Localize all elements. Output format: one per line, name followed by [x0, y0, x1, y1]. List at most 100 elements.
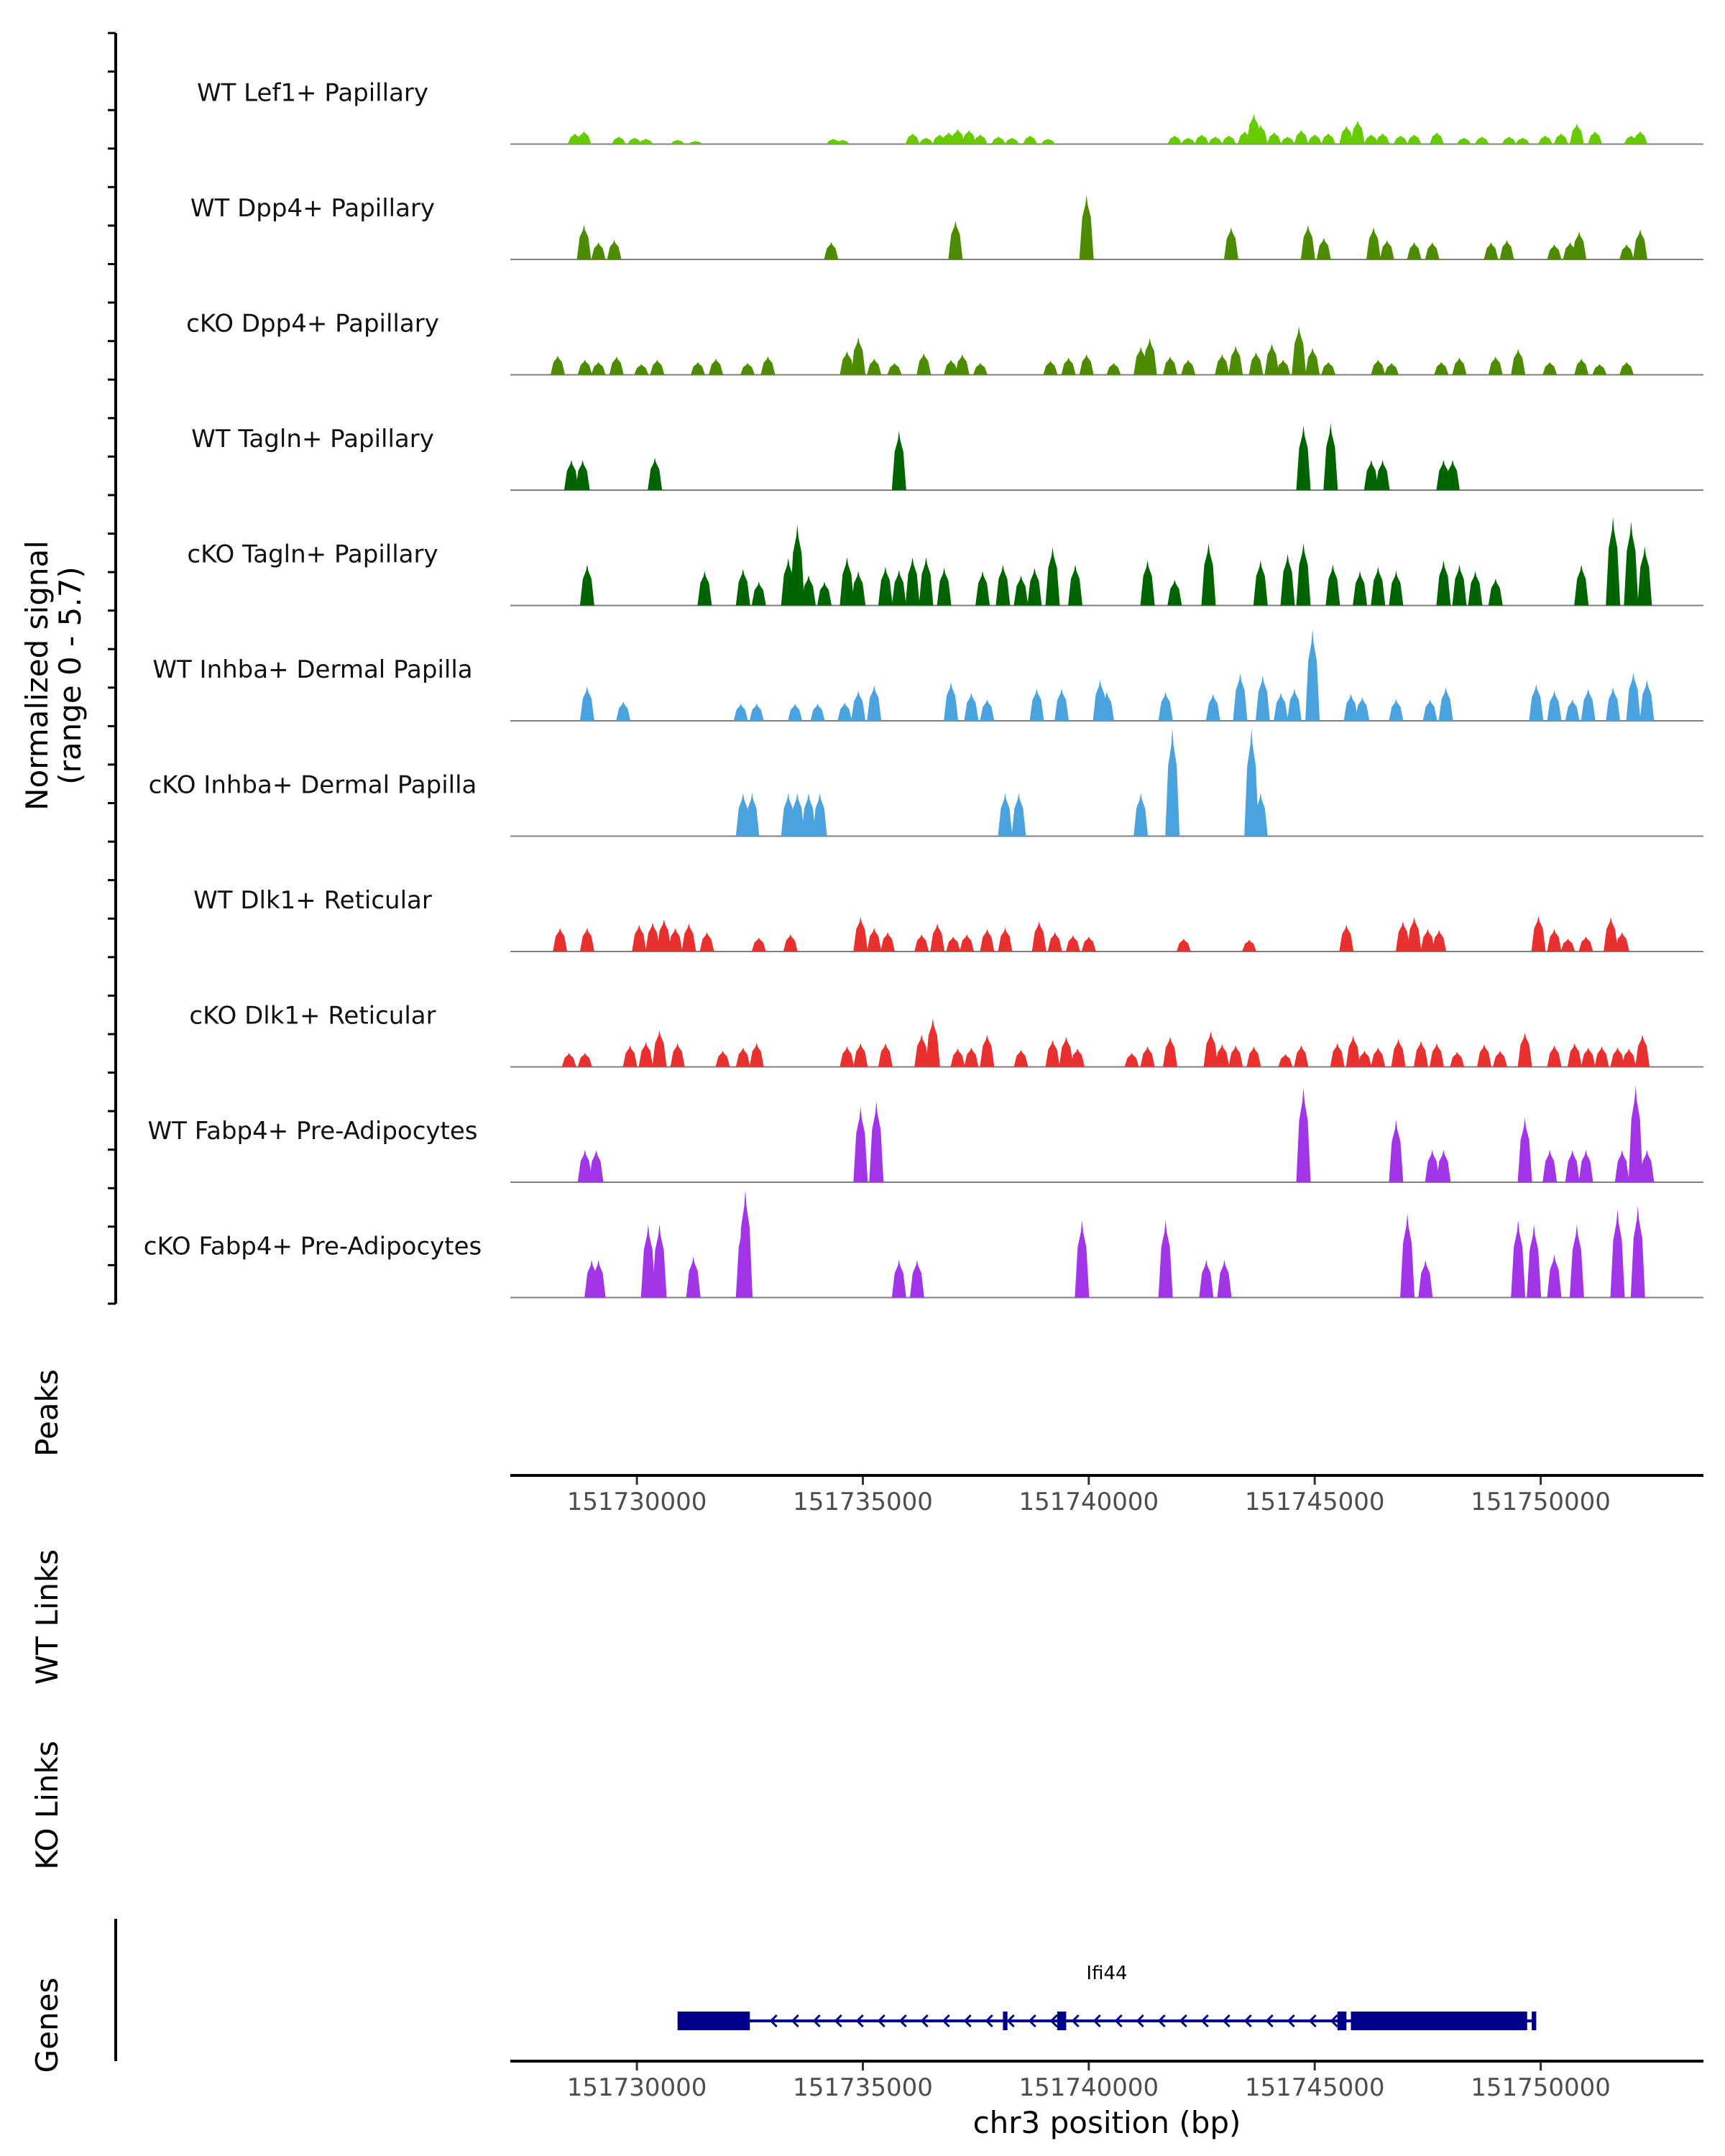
x-axis-tick-label: 151740000 — [1018, 1488, 1159, 1516]
coverage-peak — [1031, 921, 1046, 952]
coverage-peak — [1420, 929, 1435, 952]
coverage-peak — [1610, 1209, 1625, 1298]
coverage-peak — [1203, 1031, 1218, 1067]
strand-arrow — [877, 2014, 886, 2028]
coverage-peak — [788, 704, 803, 721]
coverage-peak — [840, 351, 855, 375]
coverage-peak — [1266, 132, 1282, 144]
coverage-peak — [652, 1030, 667, 1067]
coverage-peak — [1606, 687, 1621, 721]
coverage-peak — [577, 359, 592, 375]
coverage-peak — [1639, 680, 1655, 721]
coverage-peak — [1488, 579, 1503, 606]
x-axis-tick-label: 151745000 — [1245, 2073, 1385, 2102]
coverage-peak — [919, 137, 934, 144]
coverage-peak — [1079, 354, 1094, 375]
coverage-peak — [1436, 560, 1451, 606]
coverage-peak — [1163, 1036, 1177, 1067]
coverage-peak — [1343, 694, 1358, 721]
coverage-peak — [1515, 137, 1530, 144]
coverage-peak — [715, 1051, 730, 1067]
coverage-peak — [1626, 672, 1641, 721]
coverage-peak — [1391, 1038, 1406, 1067]
coverage-peak — [1165, 728, 1180, 837]
coverage-peak — [579, 564, 594, 606]
coverage-peak — [656, 919, 671, 952]
coverage-peak — [1547, 929, 1562, 952]
track-label: WT Lef1+ Papillary — [197, 79, 428, 108]
coverage-peak — [905, 557, 920, 606]
coverage-peak — [1637, 546, 1652, 606]
coverage-peak — [1430, 132, 1444, 144]
coverage-peak — [905, 133, 920, 144]
coverage-peak — [880, 932, 895, 952]
coverage-peak — [1375, 133, 1390, 144]
coverage-peak — [699, 932, 714, 952]
coverage-peak — [919, 557, 934, 606]
strand-arrow — [834, 2014, 842, 2028]
coverage-peak — [1572, 231, 1587, 259]
coverage-peak — [914, 1034, 929, 1067]
coverage-peak — [1280, 553, 1295, 606]
coverage-peak — [1065, 935, 1080, 952]
coverage-peak — [869, 1101, 884, 1182]
y-axis-title-line1: Normalized signal — [19, 540, 55, 811]
x-axis-tick-label: 151730000 — [567, 1488, 707, 1516]
strand-arrow — [1136, 2014, 1144, 2028]
coverage-peak — [1124, 1053, 1139, 1067]
coverage-peak — [709, 359, 724, 375]
strand-arrow — [1028, 2014, 1036, 2028]
coverage-peak — [632, 924, 647, 952]
coverage-peak — [1624, 521, 1639, 606]
coverage-peak — [1081, 936, 1096, 952]
coverage-peak — [1488, 356, 1503, 375]
coverage-tracks: WT Lef1+ Papillary WT Dpp4+ Papillary cKO … — [144, 79, 1703, 1299]
coverage-peak — [1501, 137, 1517, 144]
coverage-peak — [1407, 134, 1422, 144]
coverage-peak — [1474, 137, 1489, 144]
coverage-peak — [962, 130, 977, 144]
coverage-peak — [1296, 425, 1311, 490]
coverage-peak — [670, 139, 685, 144]
coverage-peak — [1569, 1224, 1584, 1298]
coverage-peak — [1181, 137, 1196, 144]
coverage-peak — [686, 1256, 701, 1298]
track-label: cKO Dlk1+ Reticular — [189, 1002, 436, 1031]
coverage-peak — [668, 928, 683, 952]
coverage-peak — [1079, 195, 1094, 259]
genes-panel-label: Genes — [29, 1978, 65, 2073]
coverage-peak — [1400, 1213, 1415, 1298]
coverage-peak — [1140, 560, 1155, 606]
coverage-peak — [1253, 560, 1268, 606]
coverage-peak — [1578, 936, 1593, 952]
strand-arrow — [1243, 2014, 1252, 2028]
coverage-peak — [1300, 225, 1315, 259]
coverage-peak — [1339, 924, 1354, 952]
coverage-peak — [1201, 543, 1216, 606]
coverage-peak — [867, 685, 882, 721]
coverage-peak — [1633, 229, 1647, 259]
track-label: WT Inhba+ Dermal Papilla — [152, 655, 472, 684]
coverage-peak — [1321, 361, 1336, 375]
coverage-peak — [1228, 1045, 1243, 1067]
coverage-peak — [1070, 1049, 1085, 1067]
coverage-peak — [1379, 240, 1394, 259]
coverage-peak — [1296, 1087, 1311, 1182]
coverage-peak — [1292, 326, 1307, 375]
coverage-peak — [1581, 1047, 1596, 1067]
coverage-peak — [1264, 344, 1279, 375]
coverage-peak — [751, 937, 766, 952]
coverage-peak — [1604, 917, 1619, 952]
x-axis-tick-label: 151750000 — [1471, 2073, 1611, 2102]
x-axis-tick-label: 151740000 — [1018, 2073, 1159, 2102]
track-label: cKO Inhba+ Dermal Papilla — [149, 771, 477, 800]
coverage-peak — [1363, 460, 1379, 490]
track-label: cKO Dpp4+ Papillary — [186, 310, 439, 338]
gene-exon — [1057, 2012, 1067, 2030]
coverage-peak — [749, 704, 764, 721]
strand-arrow — [942, 2014, 950, 2028]
coverage-peak — [1547, 1254, 1562, 1298]
wt-links-panel-label: WT Links — [29, 1549, 65, 1685]
coverage-peak — [1635, 1034, 1650, 1067]
